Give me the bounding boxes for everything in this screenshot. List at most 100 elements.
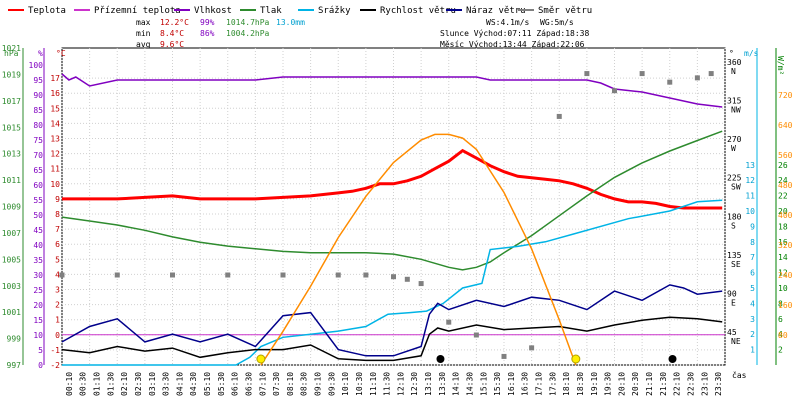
deg-tick-label: 315 [727, 97, 742, 106]
hpa-tick-label: 1021 [2, 44, 21, 53]
wm2-tick-label: 24 [778, 176, 788, 185]
series-vlhkost-line [61, 73, 723, 108]
deg-tick-label: 225 [727, 174, 742, 183]
series-náraz-větru-line [61, 284, 723, 357]
wm2-tick-label: 8 [778, 299, 783, 308]
wm2-tick-label: 240 [778, 271, 793, 280]
hpa-tick-label: 1001 [2, 308, 21, 317]
temp-tick-label: 2 [55, 301, 60, 310]
time-label: 14:10 [452, 372, 461, 396]
time-label: 22:30 [686, 372, 695, 396]
wm2-tick-label: 400 [778, 211, 793, 220]
wind-direction-point [114, 272, 120, 278]
wind-direction-point [694, 75, 700, 81]
sun-info: Slunce Východ:07:11 Západ:18:38 [440, 29, 589, 38]
wm2-tick-label: 80 [778, 331, 788, 340]
time-label: 06:30 [244, 372, 253, 396]
time-label: 10:10 [341, 372, 350, 396]
pct-tick-label: 15 [33, 316, 43, 325]
time-label: 17:30 [548, 372, 557, 396]
wind-direction-point [639, 71, 645, 77]
pct-tick-label: 95 [33, 76, 43, 85]
time-label: 11:30 [383, 372, 392, 396]
stat-temp: 8.4°C [160, 29, 184, 38]
wm2-tick-label: 6 [778, 315, 783, 324]
plot-area [61, 47, 726, 366]
stat-label: min [136, 29, 151, 38]
time-label: 07:30 [272, 372, 281, 396]
wm2-tick-label: 640 [778, 121, 793, 130]
wind-direction-point [446, 319, 452, 325]
moon-info: Měsíc Východ:13:44 Západ:22:06 [440, 40, 585, 49]
hpa-tick-label: 1009 [2, 203, 21, 212]
hpa-tick-label: 999 [7, 335, 22, 344]
stat-temp: 9.6°C [160, 40, 184, 49]
pct-tick-label: 65 [33, 166, 43, 175]
time-label: 19:30 [604, 372, 613, 396]
stat-label: avg [136, 40, 151, 49]
temp-tick-label: 12 [50, 150, 60, 159]
wind-direction-point [708, 71, 714, 77]
temp-tick-label: 17 [50, 74, 60, 83]
wind-speed-info: WS:4.1m/s [486, 18, 530, 27]
direction-label: NW [731, 106, 741, 115]
wm2-axis-title: W/m² [776, 56, 785, 75]
time-label: 00:10 [65, 372, 74, 396]
time-label: 05:30 [217, 372, 226, 396]
time-label: 18:30 [576, 372, 585, 396]
wind-direction-point [59, 272, 65, 278]
wm2-tick-label: 12 [778, 269, 788, 278]
wind-direction-point [529, 345, 535, 351]
temp-tick-label: 14 [50, 119, 60, 128]
time-label: 08:30 [300, 372, 309, 396]
time-label: 12:30 [410, 372, 419, 396]
legend-label: Teplota [28, 6, 66, 16]
temp-tick-label: 7 [55, 225, 60, 234]
pct-tick-label: 100 [29, 61, 44, 70]
temp-tick-label: 5 [55, 255, 60, 264]
ms-tick-label: 4 [750, 299, 755, 308]
wm2-tick-label: 480 [778, 181, 793, 190]
time-label: 16:30 [521, 372, 530, 396]
time-label: 17:10 [535, 372, 544, 396]
hpa-tick-label: 1019 [2, 70, 21, 79]
ms-tick-label: 1 [750, 346, 755, 355]
wind-direction-point [363, 272, 369, 278]
hpa-tick-label: 1017 [2, 97, 21, 106]
temp-tick-label: 9 [55, 195, 60, 204]
x-axis-title: čas [732, 370, 747, 380]
pct-tick-label: 50 [33, 211, 43, 220]
wm2-tick-label: 320 [778, 241, 793, 250]
deg-tick-label: 135 [727, 251, 742, 260]
ms-tick-label: 8 [750, 238, 755, 247]
time-label: 21:10 [645, 372, 654, 396]
wind-direction-point [404, 276, 410, 282]
legend-label: Vlhkost [194, 6, 232, 16]
temp-tick-label: 15 [50, 104, 60, 113]
direction-label: SE [731, 260, 741, 269]
time-label: 08:10 [286, 372, 295, 396]
time-label: 20:10 [617, 372, 626, 396]
time-label: 11:10 [369, 372, 378, 396]
time-label: 23:10 [700, 372, 709, 396]
time-label: 01:10 [93, 372, 102, 396]
time-label: 06:10 [231, 372, 240, 396]
time-label: 02:30 [134, 372, 143, 396]
time-label: 02:10 [120, 372, 129, 396]
time-label: 19:10 [590, 372, 599, 396]
legend-label: Tlak [260, 6, 282, 16]
time-label: 15:30 [493, 372, 502, 396]
sunset-marker [571, 354, 581, 364]
pct-tick-label: 20 [33, 301, 43, 310]
time-label: 10:30 [355, 372, 364, 396]
temp-tick-label: 8 [55, 210, 60, 219]
time-label: 03:10 [148, 372, 157, 396]
ms-axis-title: m/s [744, 49, 759, 58]
deg-tick-label: 360 [727, 58, 742, 67]
pct-tick-label: 10 [33, 331, 43, 340]
temp-tick-label: 0 [55, 331, 60, 340]
wm2-tick-label: 10 [778, 284, 788, 293]
temp-tick-label: -1 [50, 346, 60, 355]
wind-direction-point [335, 272, 341, 278]
